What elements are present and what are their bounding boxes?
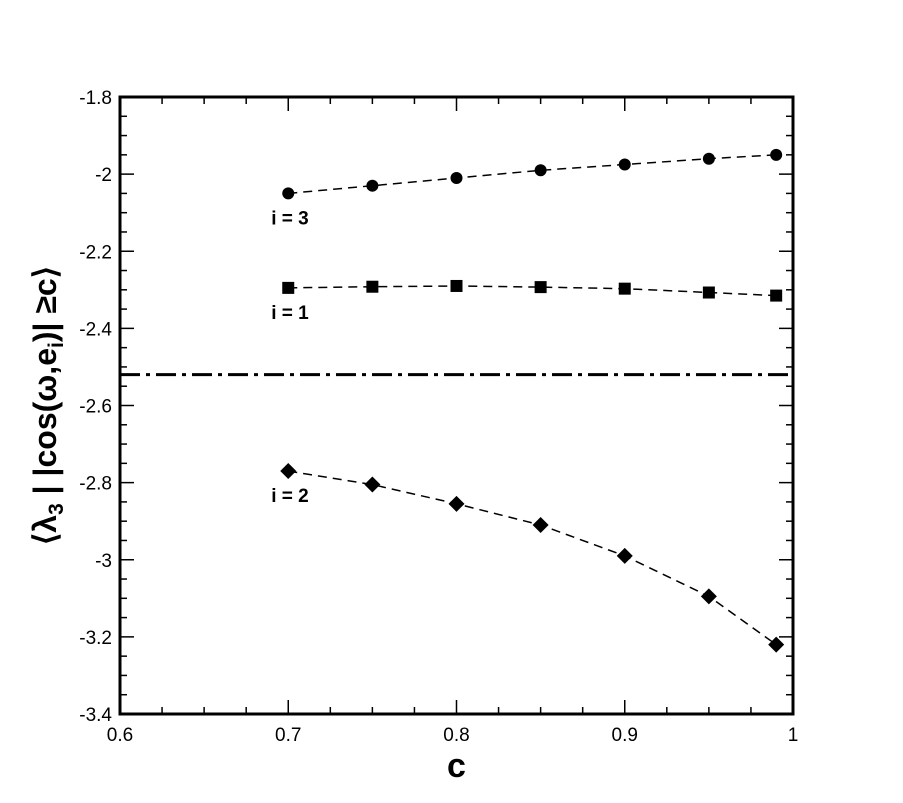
y-tick-label: -3.4 bbox=[79, 705, 112, 726]
y-label-close: )| ≥c⟩ bbox=[27, 266, 63, 342]
data-point bbox=[448, 495, 465, 512]
x-tick-label: 0.7 bbox=[275, 725, 301, 746]
data-point bbox=[616, 547, 633, 564]
axis-tick-labels: 0.6 0.7 0.8 0.9 1 -1.8 -2 -2.2 -2.4 -2.6 -2.8 -3 -3.… bbox=[79, 88, 798, 746]
data-point bbox=[702, 286, 715, 299]
data-point bbox=[770, 148, 783, 161]
series-line bbox=[288, 470, 777, 646]
series-group bbox=[280, 148, 785, 653]
x-axis-label: c bbox=[447, 747, 466, 785]
series-label: i = 3 bbox=[271, 208, 309, 229]
y-axis-label: ⟨λ3 | |cos(ω,ei)| ≥c⟩ bbox=[27, 266, 68, 545]
x-tick-label: 1 bbox=[788, 725, 799, 746]
axis-ticks bbox=[119, 96, 794, 715]
y-label-bar: | |cos(ω,e bbox=[27, 348, 63, 503]
data-point bbox=[534, 164, 547, 177]
series-line bbox=[288, 154, 777, 195]
y-label-open: ⟨ bbox=[27, 533, 63, 545]
y-tick-label: -2 bbox=[95, 165, 112, 186]
series-label: i = 2 bbox=[271, 486, 309, 507]
data-point bbox=[364, 476, 381, 493]
series-circle bbox=[282, 148, 783, 200]
x-tick-label: 0.9 bbox=[612, 725, 638, 746]
series-square bbox=[282, 279, 783, 302]
data-point bbox=[282, 281, 295, 294]
data-point bbox=[768, 636, 785, 653]
data-point bbox=[282, 187, 295, 200]
data-point bbox=[618, 282, 631, 295]
y-tick-label: -3.2 bbox=[79, 628, 112, 649]
series-labels: i = 3 i = 1 i = 2 bbox=[271, 208, 309, 507]
x-tick-label: 0.8 bbox=[443, 725, 469, 746]
y-label-e-sub: i bbox=[45, 342, 68, 348]
data-point bbox=[618, 158, 631, 171]
data-point bbox=[366, 179, 379, 192]
data-point bbox=[280, 463, 297, 480]
data-point bbox=[532, 517, 549, 534]
y-tick-label: -2.4 bbox=[79, 319, 112, 340]
data-point bbox=[450, 171, 463, 184]
data-point bbox=[534, 281, 547, 294]
y-tick-label: -2.6 bbox=[79, 397, 112, 418]
y-tick-label: -3 bbox=[95, 551, 112, 572]
y-tick-label: -2.2 bbox=[79, 242, 112, 263]
y-tick-label: -1.8 bbox=[79, 88, 112, 109]
data-point bbox=[700, 588, 717, 605]
y-tick-label: -2.8 bbox=[79, 474, 112, 495]
data-point bbox=[450, 279, 463, 292]
series-label: i = 1 bbox=[271, 303, 309, 324]
x-tick-label: 0.6 bbox=[107, 725, 133, 746]
series-diamond bbox=[280, 463, 785, 653]
data-point bbox=[770, 289, 783, 302]
y-label-lambda-sub: 3 bbox=[45, 503, 68, 515]
plot-frame bbox=[118, 95, 795, 716]
y-label-lambda: λ bbox=[27, 515, 63, 533]
data-point bbox=[366, 280, 379, 293]
data-point bbox=[702, 152, 715, 165]
